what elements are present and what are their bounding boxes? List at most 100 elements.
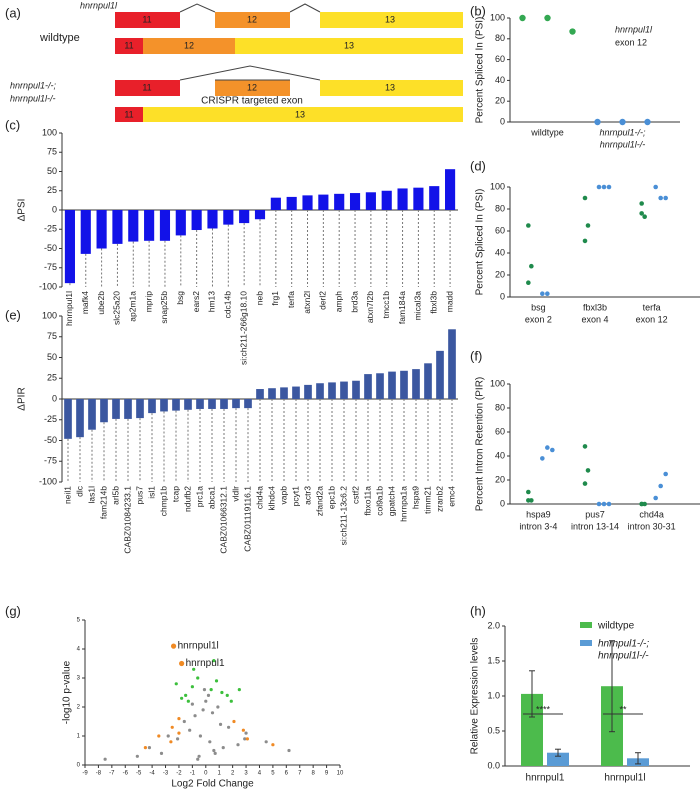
point <box>179 660 185 667</box>
y-tick-label: 80 <box>495 33 505 43</box>
bar <box>175 210 186 236</box>
bar <box>388 371 396 399</box>
x-tick-label: arl5b <box>110 486 120 505</box>
bar <box>364 374 372 399</box>
exon-label: 12 <box>247 14 257 24</box>
bar <box>184 399 192 410</box>
x-tick-label: mafk4 <box>80 291 90 314</box>
bar <box>191 210 202 231</box>
y-tick-label: 0 <box>500 116 505 126</box>
x-tick-label: chmp1b <box>158 486 168 517</box>
bar <box>340 381 348 399</box>
x-tick-label: wildtype <box>530 127 564 137</box>
bar <box>365 192 376 210</box>
point <box>644 118 651 126</box>
significance: ** <box>619 704 627 714</box>
bar <box>376 373 384 399</box>
point <box>196 757 200 761</box>
bar <box>400 370 408 399</box>
point <box>197 754 201 758</box>
y-tick-label: 1.5 <box>487 655 500 665</box>
y-axis-label: Percent Spliced In (PSI) <box>475 189 486 296</box>
x-tick-label: 8 <box>311 771 315 777</box>
bar <box>124 399 132 419</box>
y-tick-label: -25 <box>44 224 57 234</box>
point <box>236 743 240 747</box>
row-label: wildtype <box>39 32 80 44</box>
x-tick-label: bsg <box>175 291 185 305</box>
bar <box>196 399 204 409</box>
x-tick-label: intron 3-4 <box>519 521 557 531</box>
annotation: hnrnpul1 <box>186 658 225 669</box>
y-tick-label: 75 <box>47 331 57 341</box>
exon <box>215 80 290 96</box>
exon <box>115 80 180 96</box>
point <box>540 456 545 461</box>
exon-label: 13 <box>385 14 395 24</box>
bar <box>424 363 432 399</box>
y-tick-label: 25 <box>47 185 57 195</box>
x-tick-label: hnrnpul1 <box>526 773 565 784</box>
point <box>192 667 196 671</box>
x-tick-label: epc1b <box>326 486 336 509</box>
y-tick-label: 1 <box>77 734 81 740</box>
point <box>585 223 591 228</box>
point <box>232 719 236 724</box>
point <box>157 734 161 738</box>
exon-label: 12 <box>247 82 257 92</box>
x-tick-label: neil1 <box>62 486 72 504</box>
point <box>220 690 224 695</box>
bar <box>304 384 312 399</box>
y-axis-label: ΔPSI <box>17 199 28 222</box>
significance: **** <box>536 704 551 714</box>
point <box>190 702 194 706</box>
row-label: hnrnpul1-/-; <box>10 80 57 90</box>
x-tick-label: ndufb2 <box>182 486 192 512</box>
x-tick-label: pus7 <box>585 509 605 519</box>
x-tick-label: 2 <box>231 771 235 777</box>
y-tick-label: -75 <box>44 456 57 466</box>
x-tick-label: chd4a <box>639 509 664 519</box>
point <box>210 711 215 715</box>
bar <box>270 197 281 210</box>
bar <box>448 329 456 399</box>
point <box>596 184 602 190</box>
note: CRISPR targeted exon <box>201 96 303 107</box>
y-tick-label: 25 <box>47 373 57 383</box>
bar <box>292 386 300 399</box>
bar <box>100 399 108 423</box>
x-tick-label: terfa <box>643 302 661 312</box>
x-tick-label: -5 <box>136 771 142 777</box>
point <box>639 201 644 206</box>
point <box>642 214 647 219</box>
point <box>658 483 663 489</box>
bar <box>172 399 180 411</box>
y-tick-label: 4 <box>77 647 81 653</box>
x-tick-label: -9 <box>82 771 88 777</box>
bar <box>80 210 91 254</box>
x-tick-label: dlc <box>74 485 84 497</box>
point <box>653 184 658 190</box>
x-tick-label: 4 <box>258 771 262 777</box>
x-tick-label: derl2 <box>318 291 328 310</box>
point <box>221 746 225 750</box>
point <box>206 693 211 698</box>
bar <box>268 388 276 399</box>
panel: (f) 0 20 40 60 80 100 Percent Intron Retention … <box>470 348 700 531</box>
y-tick-label: 60 <box>495 54 505 64</box>
legend-label: hnrnpul1-/-; <box>598 639 649 650</box>
panel-label: (d) <box>470 158 486 173</box>
x-tick-label: amph <box>333 291 343 313</box>
x-tick-label: las1l <box>86 486 96 504</box>
point <box>544 14 551 22</box>
y-tick-label: 50 <box>47 352 57 362</box>
x-tick-label: exon 12 <box>636 314 668 324</box>
bar <box>413 187 424 210</box>
bar <box>76 399 84 438</box>
y-tick-label: 0 <box>500 291 505 301</box>
y-tick-label: 0.0 <box>487 760 500 770</box>
exon-label: 11 <box>124 40 133 50</box>
y-tick-label: 50 <box>47 166 57 176</box>
panel-label: (c) <box>5 117 20 132</box>
